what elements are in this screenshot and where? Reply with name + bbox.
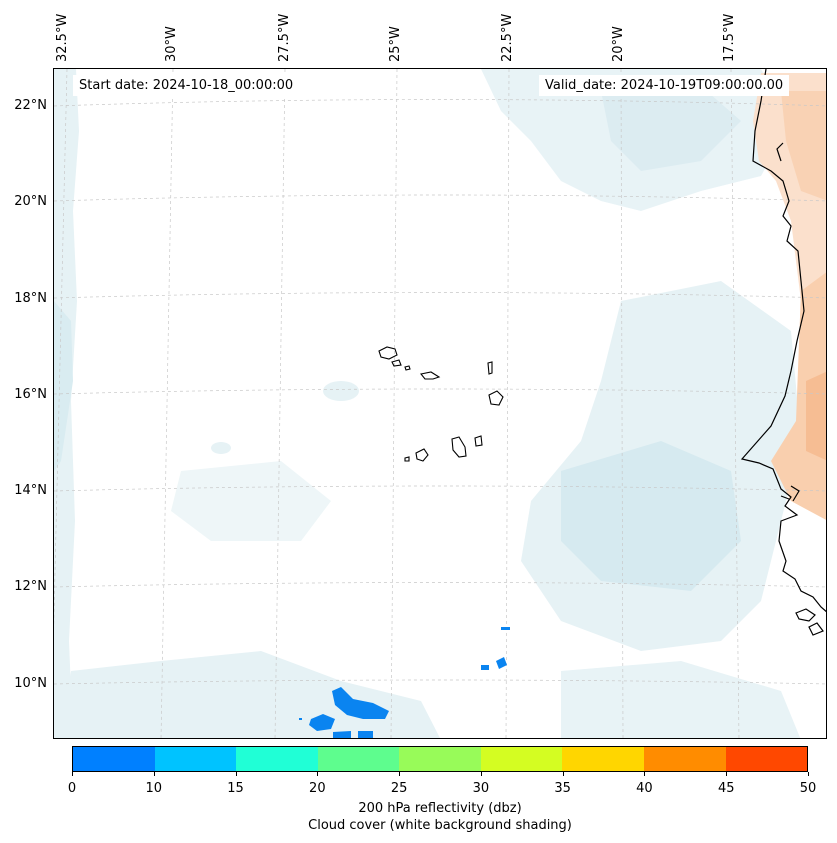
colorbar-tick-label: 10	[145, 781, 163, 796]
reflectivity-cell-2	[309, 714, 335, 731]
colorbar-tick-label: 40	[636, 781, 653, 796]
colorbar-tickmark	[153, 772, 155, 776]
colorbar-tick-label: 50	[799, 781, 817, 796]
coastline-detail-3	[795, 608, 816, 622]
lon-tick-30w: 30°W	[164, 26, 179, 62]
lon-tick-17-5w: 17.5°W	[722, 13, 737, 62]
colorbar-tick-label: 45	[717, 781, 735, 796]
cloud-patch-small	[323, 381, 359, 401]
lat-tick-12n: 12°N	[14, 579, 47, 594]
lon-tick-25w: 25°W	[388, 26, 403, 62]
reflectivity-cell-4	[358, 731, 373, 738]
colorbar-tick-label: 20	[309, 781, 326, 796]
land-heat-shading	[753, 73, 826, 520]
colorbar-tickmark	[644, 772, 646, 776]
colorbar-segment-2	[236, 747, 318, 771]
start-date-label: Start date: 2024-10-18_00:00:00	[73, 75, 300, 96]
colorbar-tickmark	[562, 772, 564, 776]
lat-tick-16n: 16°N	[14, 387, 47, 402]
colorbar-segment-1	[154, 747, 237, 771]
reflectivity-cell-3	[333, 731, 351, 738]
colorbar-segment-7	[643, 747, 726, 771]
reflectivity-cell-5	[496, 657, 507, 669]
heat-region-south	[771, 272, 826, 520]
island-sal	[487, 361, 493, 375]
colorbar-sublabel: Cloud cover (white background shading)	[308, 818, 572, 833]
african-coastline	[740, 69, 826, 636]
cloud-patch-north-inner	[601, 86, 741, 171]
lat-tick-14n: 14°N	[14, 483, 47, 498]
cape-verde-islands	[378, 346, 504, 462]
cloud-patch-southwest	[61, 651, 440, 738]
colorbar-tick-label: 35	[554, 781, 571, 796]
island-santo-antao	[378, 346, 398, 360]
island-brava	[404, 456, 410, 462]
heat-region-north-inner	[781, 91, 826, 201]
colorbar-tick-label: 0	[67, 781, 77, 796]
coastline-detail-2	[780, 495, 790, 500]
lon-tick-20w: 20°W	[611, 26, 626, 62]
colorbar-tick-label: 30	[472, 781, 490, 796]
cloud-patch-south-east	[561, 661, 801, 738]
reflectivity-cell-6	[481, 665, 489, 670]
colorbar-tick-label: 15	[227, 781, 244, 796]
lon-tick-22-5w: 22.5°W	[500, 13, 515, 62]
reflectivity-cell-7	[501, 627, 510, 630]
lon-tick-32-5w: 32.5°W	[55, 13, 70, 62]
colorbar-tickmark	[317, 772, 319, 776]
colorbar-segment-8	[725, 747, 808, 771]
coastline-detail-5	[776, 142, 784, 162]
cloud-cover-shading	[54, 69, 801, 738]
lat-tick-18n: 18°N	[14, 291, 47, 306]
cloud-patch-east-inner	[561, 441, 741, 591]
reflectivity-cells	[299, 627, 510, 738]
lon-tick-27-5w: 27.5°W	[277, 13, 292, 62]
colorbar-segment-6	[562, 747, 644, 771]
island-santa-luzia	[404, 365, 411, 371]
coastline-detail-4	[808, 622, 824, 636]
lat-tick-10n: 10°N	[14, 676, 47, 691]
reflectivity-cell-8	[299, 718, 302, 720]
reflectivity-cell-1	[332, 687, 389, 719]
island-maio	[474, 435, 483, 447]
island-sao-nicolau	[420, 371, 441, 380]
map-canvas	[54, 69, 826, 738]
colorbar	[72, 746, 808, 772]
colorbar-tickmark	[72, 772, 73, 776]
coastline-detail-1	[790, 485, 800, 502]
colorbar-tickmark	[399, 772, 401, 776]
valid-date-label: Valid_date: 2024-10-19T09:00:00.00	[539, 75, 790, 96]
colorbar-segment-3	[317, 747, 400, 771]
map-panel[interactable]	[53, 68, 827, 739]
colorbar-tickmark	[808, 772, 809, 776]
colorbar-tickmark	[726, 772, 728, 776]
colorbar-segment-0	[73, 747, 155, 771]
heat-region-south-inner	[806, 371, 826, 461]
island-santiago	[451, 436, 467, 458]
colorbar-segment-4	[399, 747, 481, 771]
coastline-main	[740, 69, 826, 613]
island-fogo	[415, 448, 429, 462]
island-boa-vista	[488, 390, 504, 406]
colorbar-label: 200 hPa reflectivity (dbz)	[358, 801, 522, 816]
colorbar-tick-label: 25	[390, 781, 408, 796]
colorbar-segment-5	[480, 747, 563, 771]
colorbar-tickmark	[235, 772, 237, 776]
lat-tick-22n: 22°N	[14, 98, 47, 113]
colorbar-tickmark	[480, 772, 482, 776]
cloud-patch-west-inner	[54, 301, 73, 471]
lat-tick-20n: 20°N	[14, 194, 47, 209]
cloud-patch-small-2	[211, 442, 231, 454]
cloud-patch-center	[171, 461, 331, 541]
island-sao-vicente	[391, 359, 402, 367]
